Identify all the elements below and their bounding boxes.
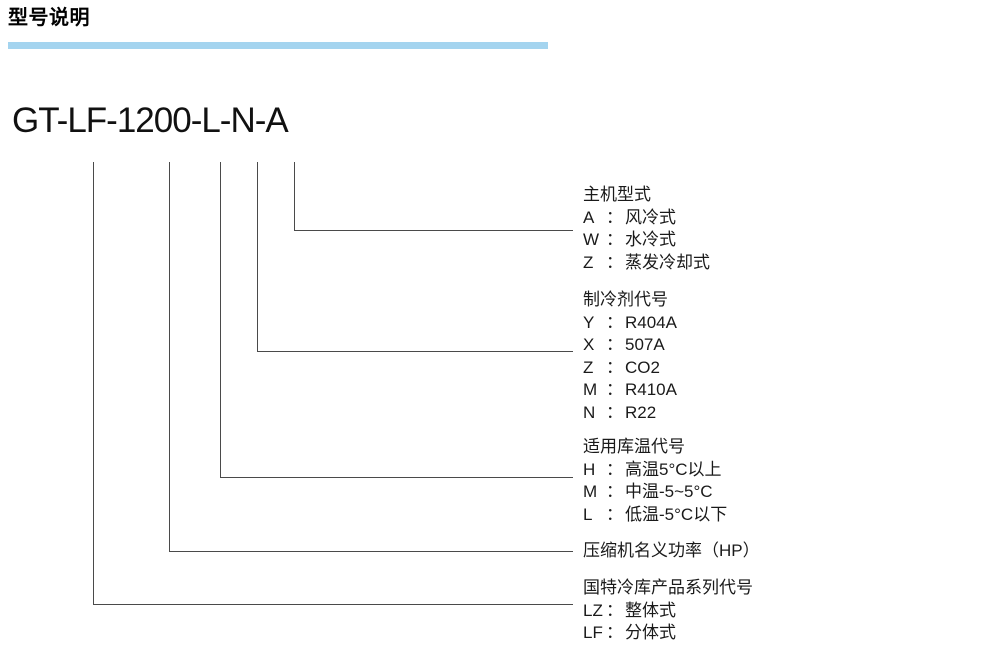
legend-item-desc: 整体式 xyxy=(625,600,676,620)
legend-item-code: A xyxy=(583,207,595,227)
legend-item-desc: R404A xyxy=(625,312,677,332)
legend-block-title: 制冷剂代号 xyxy=(583,290,668,309)
legend-block-refrigerant-code: 制冷剂代号 Y： R404A X： 507A Z： CO2 M： R410A N： R22 xyxy=(583,289,677,424)
legend-item-row: M ：中温-5~5°C xyxy=(583,481,727,504)
legend-item-desc: 低温-5°C以下 xyxy=(625,504,728,524)
legend-item-code: W xyxy=(583,230,600,249)
connector-horizontal-n xyxy=(257,351,573,352)
legend-item-code: Y xyxy=(583,312,595,332)
legend-item-desc: CO2 xyxy=(625,357,660,377)
legend-item-code: LF xyxy=(583,623,603,642)
legend-item-code: H xyxy=(583,459,596,479)
legend-item-row: LF：分体式 xyxy=(583,622,753,645)
legend-item-code: M xyxy=(583,380,598,399)
legend-item-colon: ： xyxy=(606,357,623,377)
legend-item-code: X xyxy=(583,335,595,354)
legend-item-row: W ：水冷式 xyxy=(583,229,710,252)
legend-item-desc: 高温5°C以上 xyxy=(625,459,722,479)
legend-item-desc: 分体式 xyxy=(625,623,676,642)
page-title: 型号说明 xyxy=(8,7,90,29)
connector-horizontal-l xyxy=(220,477,573,478)
legend-item-row: H ：高温5°C以上 xyxy=(583,459,727,482)
legend-item-row: N ： R22 xyxy=(583,402,677,425)
legend-block-title: 国特冷库产品系列代号 xyxy=(583,578,753,597)
legend-item-code: Z xyxy=(583,357,594,377)
legend-item-colon: ： xyxy=(606,402,623,422)
model-code: GT-LF-1200-L-N-A xyxy=(12,101,289,140)
legend-item-colon: ： xyxy=(606,252,623,272)
legend-item-code: L xyxy=(583,504,593,524)
accent-bar xyxy=(8,42,548,49)
legend-item-desc: 蒸发冷却式 xyxy=(625,252,710,272)
legend-item-row: L ：低温-5°C以下 xyxy=(583,504,727,527)
legend-item-desc: 507A xyxy=(625,335,665,354)
connector-vertical-lf xyxy=(93,162,94,605)
legend-item-code: LZ xyxy=(583,600,603,620)
legend-item-row: Z ：蒸发冷却式 xyxy=(583,252,710,275)
legend-item-colon: ： xyxy=(606,207,623,227)
connector-vertical-l xyxy=(220,162,221,478)
legend-item-desc: R22 xyxy=(625,402,657,422)
legend-block-storage-temp-code: 适用库温代号 H：高温5°C以上 M：中温-5~5°C L：低温-5°C以下 xyxy=(583,436,727,526)
legend-item-colon: ： xyxy=(606,504,623,524)
legend-item-colon: ： xyxy=(606,312,623,332)
legend-block-main-unit-type: 主机型式 A：风冷式 W：水冷式 Z：蒸发冷却式 xyxy=(583,184,710,274)
legend-item-colon: ： xyxy=(606,335,623,354)
legend-item-row: Z ： CO2 xyxy=(583,357,677,380)
legend-item-desc: 风冷式 xyxy=(625,207,676,227)
legend-item-colon: ： xyxy=(606,600,623,620)
connector-horizontal-1200 xyxy=(169,551,573,552)
connector-horizontal-lf xyxy=(93,604,573,605)
legend-block-title: 适用库温代号 xyxy=(583,437,685,456)
legend-item-desc: R410A xyxy=(625,380,677,399)
legend-item-desc: 水冷式 xyxy=(625,230,676,249)
legend-item-desc: 中温-5~5°C xyxy=(625,482,713,501)
connector-vertical-n xyxy=(257,162,258,352)
legend-item-row: Y ： R404A xyxy=(583,312,677,335)
legend-item-code: Z xyxy=(583,252,594,272)
legend-item-row: LZ：整体式 xyxy=(583,600,753,623)
legend-item-colon: ： xyxy=(606,230,623,249)
legend-block-product-series-code: 国特冷库产品系列代号 LZ：整体式 LF：分体式 xyxy=(583,577,753,645)
legend-item-colon: ： xyxy=(606,623,623,642)
connector-vertical-1200 xyxy=(169,162,170,552)
connector-horizontal-a xyxy=(294,230,573,231)
legend-item-colon: ： xyxy=(606,459,623,479)
legend-item-code: N xyxy=(583,402,596,422)
legend-block-title: 主机型式 xyxy=(583,185,651,204)
legend-item-row: M ： R410A xyxy=(583,379,677,402)
legend-item-colon: ： xyxy=(606,380,623,399)
legend-item-row: A ：风冷式 xyxy=(583,207,710,230)
legend-block-title: 压缩机名义功率（HP） xyxy=(583,541,760,560)
legend-item-colon: ： xyxy=(606,482,623,501)
connector-vertical-a xyxy=(294,162,295,231)
legend-item-code: M xyxy=(583,482,598,501)
legend-item-row: X ： 507A xyxy=(583,334,677,357)
legend-block-compressor-power: 压缩机名义功率（HP） xyxy=(583,540,760,563)
